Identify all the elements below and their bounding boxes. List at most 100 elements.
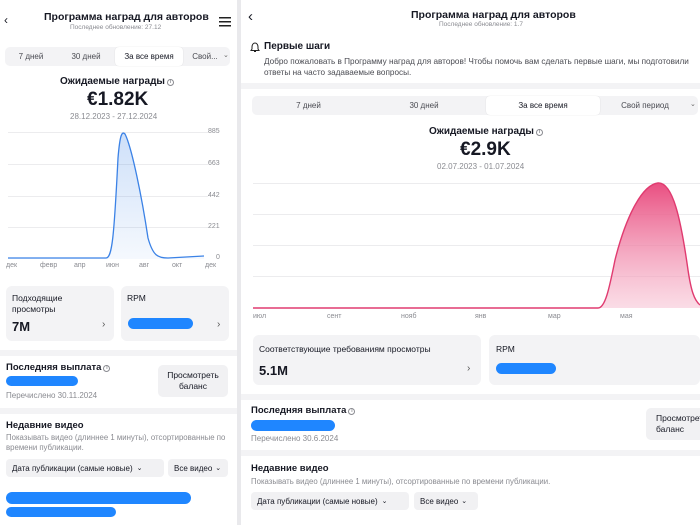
x-tick-dec-2: дек <box>205 262 217 269</box>
y-tick-663: 663 <box>208 160 220 167</box>
rewards-label: Ожидаемые награды <box>429 126 534 137</box>
payout-date: Перечислено 30.6.2024 <box>251 434 339 443</box>
chevron-down-icon: ⌄ <box>381 498 388 505</box>
recent-videos-desc: Показывать видео (длиннее 1 минуты), отс… <box>6 433 226 453</box>
right-chart <box>253 182 700 309</box>
filter-dropdown[interactable]: Все видео ⌄ <box>414 492 478 510</box>
info-icon[interactable]: i <box>348 408 356 415</box>
x-tick-jul: июл <box>253 313 267 320</box>
right-chart-area <box>253 182 700 308</box>
card-label: RPM <box>127 293 146 303</box>
sort-dropdown-label: Дата публикации (самые новые) <box>12 463 133 473</box>
page-title: Программа наград для авторов <box>411 9 576 21</box>
chevron-right-icon: › <box>102 319 106 330</box>
chevron-down-icon: ⌄ <box>215 465 222 472</box>
x-tick-apr: апр <box>74 262 86 269</box>
view-balance-button[interactable]: Просмотреть баланс <box>158 365 228 397</box>
first-steps-title: Первые шаги <box>264 41 331 52</box>
card-value: 7M <box>12 319 31 334</box>
menu-icon[interactable] <box>219 14 231 32</box>
rewards-value: €1.82K <box>87 89 149 110</box>
card-label: Подходящие просмотры <box>12 293 63 314</box>
chevron-down-icon: ⌄ <box>136 465 143 472</box>
x-tick-dec: дек <box>6 262 18 269</box>
panel-divider <box>237 0 241 525</box>
info-icon[interactable]: i <box>166 79 174 86</box>
period-tabs: 7 дней 30 дней За все время Свой... ⌄ <box>5 47 230 66</box>
tab-7-days[interactable]: 7 дней <box>18 52 44 61</box>
payout-label: Последняя выплата <box>6 362 102 373</box>
x-tick-oct: окт <box>172 262 183 269</box>
info-icon[interactable]: i <box>535 129 543 136</box>
back-icon[interactable]: ‹ <box>248 8 253 25</box>
x-tick-may: мая <box>620 313 633 320</box>
x-tick-nov: нояб <box>401 313 417 320</box>
recent-videos-title: Недавние видео <box>6 420 84 431</box>
last-updated: Последнее обновление: 27.12 <box>70 24 162 31</box>
tab-all-time[interactable]: За все время <box>115 47 183 66</box>
y-tick-442: 442 <box>208 192 220 199</box>
view-balance-button[interactable]: Просмотреть баланс <box>646 408 700 440</box>
redaction-scribble <box>6 507 116 517</box>
right-screenshot: ‹ Программа наград для авторов Последнее… <box>241 0 700 525</box>
date-range: 28.12.2023 - 27.12.2024 <box>70 112 158 121</box>
card-label: RPM <box>496 344 515 354</box>
recent-videos-desc: Показывать видео (длиннее 1 минуты), отс… <box>251 477 551 486</box>
sort-dropdown[interactable]: Дата публикации (самые новые) ⌄ <box>251 492 409 510</box>
redaction-scribble <box>251 420 335 431</box>
period-tabs: 7 дней 30 дней За все время Свой период … <box>252 96 698 115</box>
left-chart-line <box>8 132 205 259</box>
y-tick-0: 0 <box>216 254 220 261</box>
y-tick-221: 221 <box>208 223 220 230</box>
tab-7-days[interactable]: 7 дней <box>296 101 321 110</box>
redaction-scribble <box>6 492 191 504</box>
left-chart <box>8 132 205 259</box>
bell-icon <box>250 40 260 58</box>
x-tick-jun: июн <box>106 262 120 269</box>
card-label: Соответствующие требованиям просмотры <box>259 344 431 354</box>
redaction-scribble <box>496 363 556 374</box>
rpm-card[interactable]: RPM <box>489 335 700 385</box>
back-icon[interactable]: ‹ <box>4 13 8 27</box>
tab-custom[interactable]: Свой... <box>192 52 218 61</box>
x-tick-jan: янв <box>475 313 487 320</box>
right-chart-line <box>253 182 700 309</box>
date-range: 02.07.2023 - 01.07.2024 <box>437 162 525 171</box>
tab-all-time[interactable]: За все время <box>486 96 600 115</box>
eligible-views-card[interactable]: Подходящие просмотры 7M › <box>6 286 114 341</box>
y-tick-885: 885 <box>208 128 220 135</box>
chevron-down-icon: ⌄ <box>690 101 696 108</box>
filter-dropdown-label: Все видео <box>420 496 459 506</box>
first-steps-text: Добро пожаловать в Программу наград для … <box>264 57 689 78</box>
page-title: Программа наград для авторов <box>44 11 209 23</box>
chevron-down-icon: ⌄ <box>223 52 229 59</box>
info-icon[interactable]: i <box>103 365 111 372</box>
card-value: 5.1M <box>259 363 288 378</box>
filter-dropdown-label: Все видео <box>174 463 213 473</box>
x-tick-sep: сент <box>327 313 342 320</box>
rewards-value: €2.9K <box>460 139 511 160</box>
x-tick-aug: авг <box>139 262 150 269</box>
chevron-down-icon: ⌄ <box>461 498 468 505</box>
redaction-scribble <box>128 318 193 329</box>
last-updated: Последнее обновление: 1.7 <box>439 21 523 28</box>
eligible-views-card[interactable]: Соответствующие требованиям просмотры 5.… <box>253 335 481 385</box>
chevron-right-icon: › <box>217 319 221 330</box>
sort-dropdown[interactable]: Дата публикации (самые новые) ⌄ <box>6 459 164 477</box>
tab-30-days[interactable]: 30 дней <box>71 52 101 61</box>
tab-custom[interactable]: Свой период <box>621 101 669 110</box>
payout-date: Перечислено 30.11.2024 <box>6 391 98 400</box>
left-screenshot: ‹ Программа наград для авторов Последнее… <box>0 0 237 525</box>
chevron-right-icon: › <box>467 363 471 374</box>
left-chart-area <box>8 133 204 259</box>
sort-dropdown-label: Дата публикации (самые новые) <box>257 496 378 506</box>
x-tick-mar: мар <box>548 313 561 320</box>
filter-dropdown[interactable]: Все видео ⌄ <box>168 459 228 477</box>
recent-videos-title: Недавние видео <box>251 463 329 474</box>
x-tick-feb: февр <box>40 262 58 269</box>
payout-label: Последняя выплата <box>251 405 347 416</box>
rewards-label: Ожидаемые награды <box>60 76 165 87</box>
redaction-scribble <box>6 376 78 386</box>
rpm-card[interactable]: RPM › <box>121 286 229 341</box>
tab-30-days[interactable]: 30 дней <box>409 101 439 110</box>
